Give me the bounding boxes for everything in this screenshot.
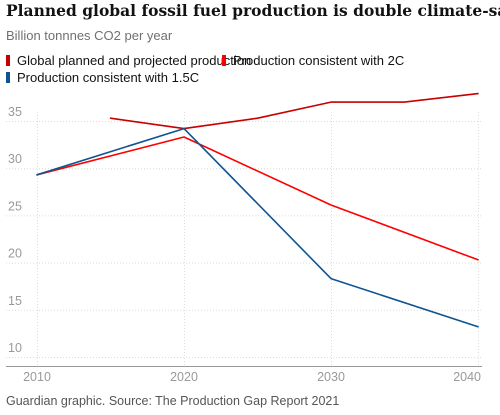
series-line [109, 92, 479, 130]
x-axis: 2010 2020 2030 2040 [23, 370, 481, 384]
x-tick-label: 2010 [23, 370, 51, 384]
grid [6, 112, 482, 367]
x-tick-label: 2020 [170, 370, 198, 384]
series-line [36, 127, 479, 328]
y-tick-label: 15 [8, 294, 22, 308]
legend-label: Production consistent with 2C [233, 53, 404, 68]
source-note: Guardian graphic. Source: The Production… [6, 394, 339, 408]
plot-area [36, 92, 479, 328]
legend-swatch [222, 55, 226, 66]
chart-title: Planned global fossil fuel production is… [6, 1, 500, 20]
legend-label: Global planned and projected production [17, 53, 251, 68]
chart-subtitle: Billion tonnnes CO2 per year [6, 28, 173, 43]
series-line [36, 136, 479, 261]
legend-swatch [6, 72, 10, 83]
y-tick-label: 20 [8, 247, 22, 261]
legend-swatch [6, 55, 10, 66]
y-axis: 10 15 20 25 30 35 [8, 105, 22, 355]
y-tick-label: 25 [8, 199, 22, 213]
y-tick-label: 30 [8, 152, 22, 166]
y-tick-label: 35 [8, 105, 22, 119]
x-tick-label: 2040 [453, 370, 481, 384]
x-tick-label: 2030 [317, 370, 345, 384]
y-tick-label: 10 [8, 341, 22, 355]
legend: Global planned and projected productionP… [6, 53, 404, 85]
legend-label: Production consistent with 1.5C [17, 70, 199, 85]
